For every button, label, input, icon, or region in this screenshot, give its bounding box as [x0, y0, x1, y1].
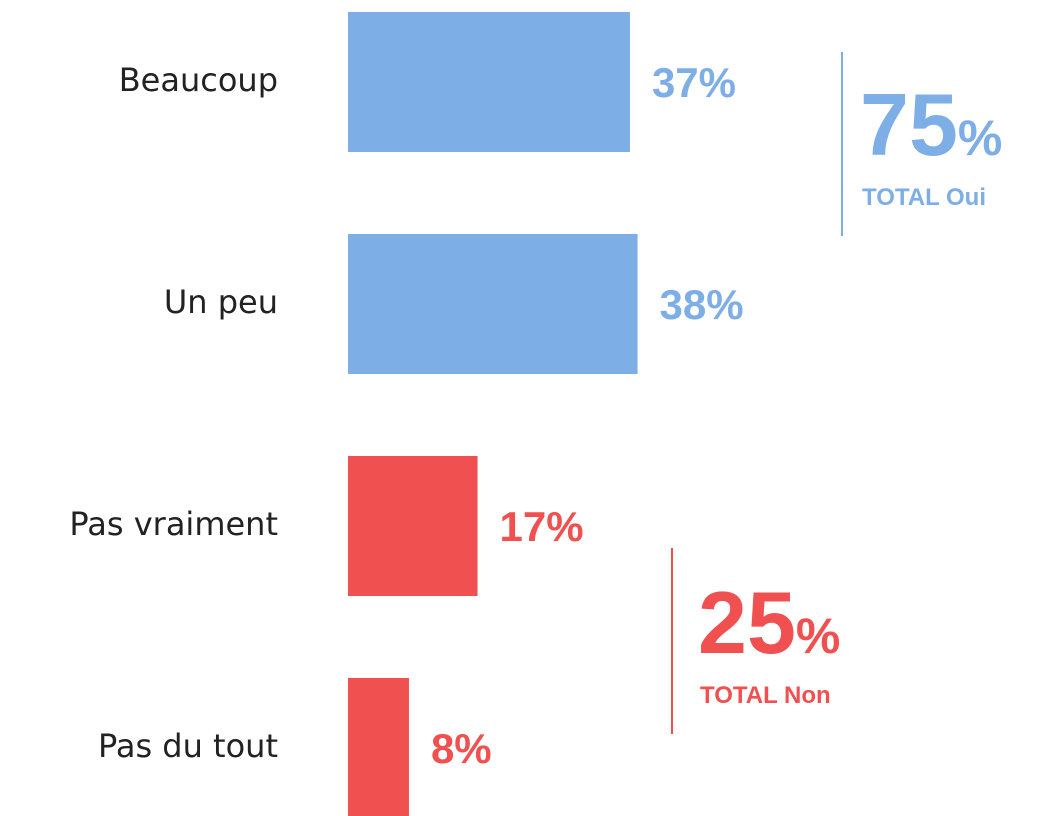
category-label: Beaucoup — [119, 61, 278, 99]
total-unit: % — [796, 608, 840, 664]
total-caption: TOTAL Oui — [862, 184, 986, 211]
bar — [348, 12, 630, 152]
category-label: Pas vraiment — [69, 505, 278, 543]
total-caption: TOTAL Non — [700, 682, 831, 709]
value-label: 38% — [660, 281, 744, 328]
value-label: 17% — [500, 503, 584, 550]
bar — [348, 678, 409, 816]
category-label: Un peu — [164, 283, 278, 321]
total-value: 75% — [860, 75, 1002, 174]
category-label: Pas du tout — [98, 727, 278, 765]
bar — [348, 456, 478, 596]
total-number: 75 — [860, 75, 958, 174]
bar — [348, 234, 638, 374]
total-number: 25 — [698, 573, 796, 672]
value-label: 8% — [431, 725, 492, 772]
total-value: 25% — [698, 573, 840, 672]
value-label: 37% — [652, 59, 736, 106]
total-unit: % — [958, 110, 1002, 166]
